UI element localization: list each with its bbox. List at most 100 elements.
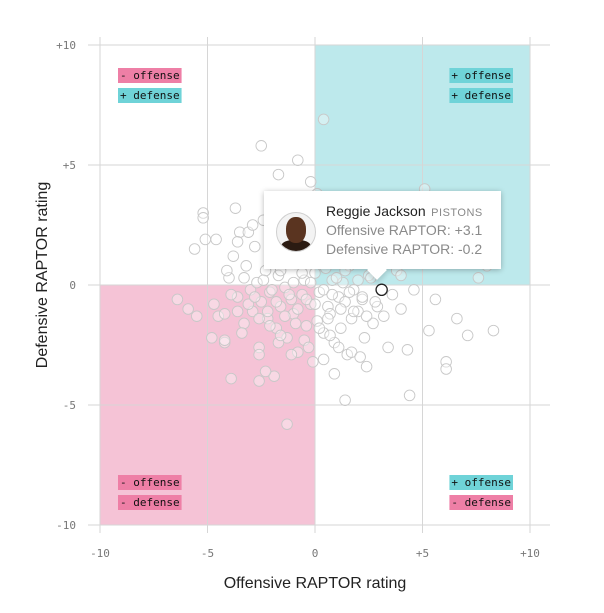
data-point[interactable] xyxy=(317,113,330,126)
data-point[interactable] xyxy=(188,243,201,255)
data-point[interactable] xyxy=(347,305,360,318)
data-point[interactable] xyxy=(298,334,311,346)
data-point[interactable] xyxy=(227,250,240,262)
data-point[interactable] xyxy=(249,240,261,253)
data-point[interactable] xyxy=(229,202,242,214)
data-point[interactable] xyxy=(270,296,283,308)
data-point[interactable] xyxy=(231,305,244,318)
data-point[interactable] xyxy=(311,315,323,327)
data-point[interactable] xyxy=(223,272,235,284)
data-point[interactable] xyxy=(401,344,414,356)
data-point[interactable] xyxy=(309,298,321,310)
data-point[interactable] xyxy=(272,168,285,181)
data-point[interactable] xyxy=(429,293,442,306)
data-point[interactable] xyxy=(287,276,300,289)
data-point[interactable] xyxy=(225,372,237,385)
data-point[interactable] xyxy=(244,284,257,296)
data-point[interactable] xyxy=(307,356,319,368)
data-point[interactable] xyxy=(283,288,295,301)
data-point[interactable] xyxy=(292,303,304,315)
data-point[interactable] xyxy=(298,274,311,286)
data-point[interactable] xyxy=(251,276,263,289)
data-point[interactable] xyxy=(238,317,250,330)
data-point[interactable] xyxy=(246,305,259,318)
data-point[interactable] xyxy=(343,286,356,298)
data-point[interactable] xyxy=(199,233,212,246)
data-point[interactable] xyxy=(304,276,317,289)
data-point[interactable] xyxy=(236,327,248,339)
data-point[interactable] xyxy=(335,303,347,315)
data-point[interactable] xyxy=(330,272,343,284)
data-point[interactable] xyxy=(261,305,274,318)
data-point[interactable] xyxy=(285,348,298,361)
data-point[interactable] xyxy=(212,310,224,322)
data-point[interactable] xyxy=(238,272,250,284)
data-point[interactable] xyxy=(345,312,358,325)
data-point[interactable] xyxy=(339,296,351,308)
data-point[interactable] xyxy=(487,324,500,337)
data-point[interactable] xyxy=(279,281,291,294)
data-point[interactable] xyxy=(253,375,265,387)
data-point[interactable] xyxy=(292,346,304,358)
data-point[interactable] xyxy=(461,329,474,342)
data-point[interactable] xyxy=(259,365,272,378)
data-point[interactable] xyxy=(324,329,336,342)
data-point[interactable] xyxy=(309,267,321,279)
data-point[interactable] xyxy=(218,334,231,346)
data-point[interactable] xyxy=(395,303,407,315)
data-point[interactable] xyxy=(300,293,313,306)
data-point[interactable] xyxy=(300,320,313,332)
data-point[interactable] xyxy=(272,336,285,349)
data-point[interactable] xyxy=(253,348,265,361)
data-point[interactable] xyxy=(423,324,435,337)
data-point[interactable] xyxy=(328,368,341,380)
data-point[interactable] xyxy=(352,274,364,286)
data-point[interactable] xyxy=(360,360,373,373)
data-point[interactable] xyxy=(302,341,315,354)
data-point[interactable] xyxy=(197,212,209,224)
data-point[interactable] xyxy=(231,291,244,303)
data-point[interactable] xyxy=(264,320,276,332)
data-point[interactable] xyxy=(395,269,407,282)
data-point[interactable] xyxy=(339,394,351,406)
data-point[interactable] xyxy=(345,346,358,358)
data-point[interactable] xyxy=(197,207,209,219)
data-point[interactable] xyxy=(257,274,270,286)
data-point[interactable] xyxy=(210,233,222,246)
data-point[interactable] xyxy=(242,226,255,238)
data-point[interactable] xyxy=(451,312,463,325)
data-point[interactable] xyxy=(335,322,347,334)
data-point[interactable] xyxy=(206,332,218,344)
data-point[interactable] xyxy=(225,288,237,301)
data-point[interactable] xyxy=(313,322,326,334)
data-point[interactable] xyxy=(274,329,287,342)
data-point[interactable] xyxy=(472,272,485,284)
data-point[interactable] xyxy=(242,298,255,310)
data-point[interactable] xyxy=(352,305,364,318)
data-point[interactable] xyxy=(249,291,261,303)
data-point[interactable] xyxy=(332,341,345,354)
data-point[interactable] xyxy=(281,418,293,430)
data-point[interactable] xyxy=(382,341,394,354)
data-point[interactable] xyxy=(326,288,338,301)
data-point[interactable] xyxy=(322,300,334,313)
data-point[interactable] xyxy=(233,226,246,238)
data-point[interactable] xyxy=(304,176,317,188)
data-point[interactable] xyxy=(292,154,304,166)
data-point[interactable] xyxy=(356,291,369,303)
data-point[interactable] xyxy=(289,317,302,330)
data-point[interactable] xyxy=(253,312,265,325)
data-point[interactable] xyxy=(408,284,420,296)
data-point[interactable] xyxy=(190,310,203,322)
data-point[interactable] xyxy=(281,332,293,344)
data-point[interactable] xyxy=(360,310,373,322)
data-point[interactable] xyxy=(378,310,390,322)
data-point[interactable] xyxy=(322,312,334,325)
data-point[interactable] xyxy=(270,322,283,334)
data-point[interactable] xyxy=(358,332,371,344)
data-point[interactable] xyxy=(367,317,379,330)
data-point[interactable] xyxy=(296,267,308,279)
data-point[interactable] xyxy=(354,351,366,363)
data-point[interactable] xyxy=(171,293,184,306)
data-point[interactable] xyxy=(231,236,244,248)
